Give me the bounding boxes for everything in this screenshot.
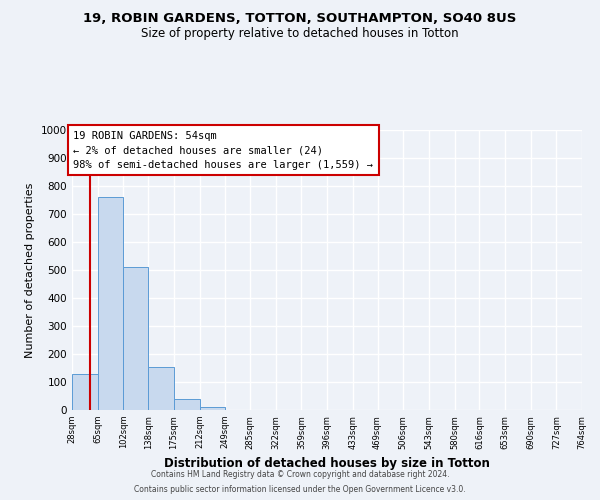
Text: 19, ROBIN GARDENS, TOTTON, SOUTHAMPTON, SO40 8US: 19, ROBIN GARDENS, TOTTON, SOUTHAMPTON, … [83,12,517,26]
Bar [199,406,225,410]
Bar [174,399,199,410]
Y-axis label: Number of detached properties: Number of detached properties [25,182,35,358]
Text: Size of property relative to detached houses in Totton: Size of property relative to detached ho… [141,28,459,40]
Bar [148,368,174,410]
Bar [123,267,148,410]
X-axis label: Distribution of detached houses by size in Totton: Distribution of detached houses by size … [164,457,490,470]
Bar [72,374,98,410]
Text: Contains public sector information licensed under the Open Government Licence v3: Contains public sector information licen… [134,485,466,494]
Text: 19 ROBIN GARDENS: 54sqm
← 2% of detached houses are smaller (24)
98% of semi-det: 19 ROBIN GARDENS: 54sqm ← 2% of detached… [73,130,373,170]
Text: Contains HM Land Registry data © Crown copyright and database right 2024.: Contains HM Land Registry data © Crown c… [151,470,449,479]
Bar [98,197,123,410]
